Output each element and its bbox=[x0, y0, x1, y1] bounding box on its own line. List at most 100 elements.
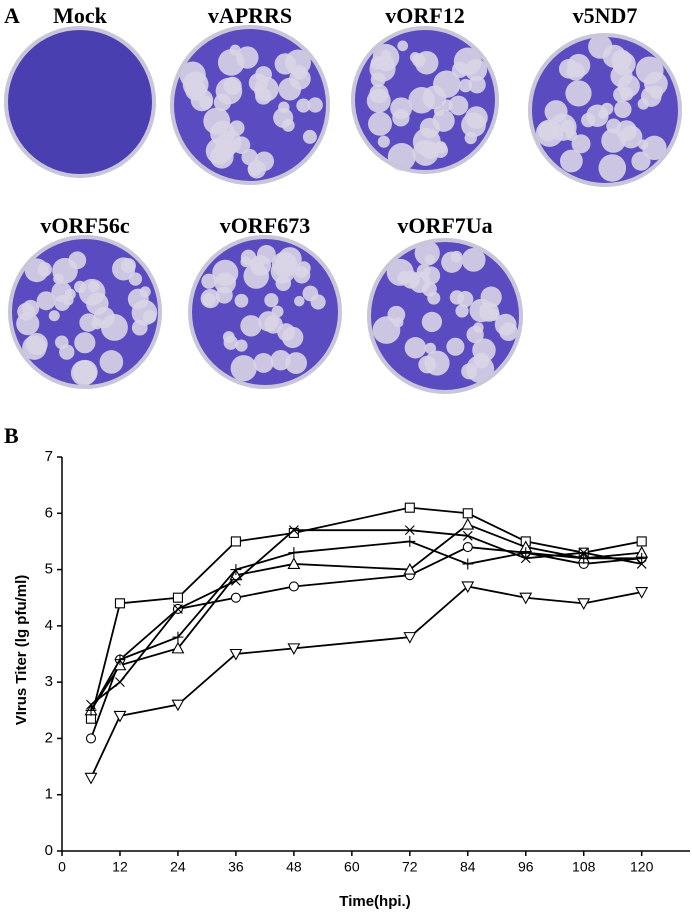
plaque bbox=[397, 40, 409, 52]
plaque bbox=[446, 337, 465, 356]
plaque bbox=[424, 254, 435, 265]
plaque bbox=[598, 154, 627, 182]
y-tick-label: 5 bbox=[45, 561, 53, 578]
data-point bbox=[404, 535, 416, 547]
data-point bbox=[114, 598, 126, 609]
plate-edge bbox=[367, 238, 523, 394]
data-point bbox=[577, 598, 591, 610]
plaque bbox=[464, 58, 488, 82]
plaque bbox=[202, 292, 216, 307]
plaque bbox=[487, 308, 500, 321]
plaque bbox=[441, 251, 463, 273]
plate bbox=[528, 33, 682, 187]
plaque bbox=[222, 331, 235, 343]
plaque bbox=[253, 76, 279, 102]
plate-label: vAPRRS bbox=[208, 3, 292, 28]
plaque bbox=[120, 258, 136, 274]
plaque bbox=[571, 134, 591, 154]
plaque bbox=[404, 337, 427, 359]
data-point bbox=[85, 704, 97, 716]
data-point bbox=[85, 733, 97, 744]
plate-well bbox=[6, 28, 154, 176]
plaque bbox=[16, 312, 40, 336]
series-line bbox=[90, 585, 642, 779]
data-point bbox=[636, 552, 648, 564]
data-point bbox=[231, 575, 241, 586]
plate bbox=[8, 235, 162, 389]
data-point bbox=[287, 557, 301, 569]
plaque bbox=[461, 247, 486, 272]
plaque bbox=[393, 317, 404, 328]
plaque bbox=[307, 97, 323, 113]
plate-label: vORF12 bbox=[385, 3, 464, 28]
plaque bbox=[36, 291, 56, 311]
data-point bbox=[462, 530, 473, 541]
data-point bbox=[578, 552, 590, 564]
data-point bbox=[288, 525, 299, 536]
plaque bbox=[390, 97, 413, 120]
plaque bbox=[264, 293, 279, 308]
data-point bbox=[229, 648, 243, 661]
plaque bbox=[270, 349, 291, 371]
plaque bbox=[241, 148, 258, 166]
x-axis-label: Time(hpi.) bbox=[339, 893, 410, 910]
data-point bbox=[636, 536, 647, 547]
data-point bbox=[636, 559, 647, 569]
plaque bbox=[369, 84, 389, 104]
plaque bbox=[602, 44, 626, 68]
plaque bbox=[414, 50, 439, 75]
plate-label: v5ND7 bbox=[573, 3, 638, 28]
x-tick-label: 48 bbox=[286, 859, 302, 875]
plaque bbox=[368, 111, 392, 136]
data-point bbox=[578, 547, 589, 558]
data-point bbox=[520, 547, 532, 559]
plate-label: Mock bbox=[53, 3, 108, 28]
plaque bbox=[54, 295, 71, 311]
plate bbox=[367, 238, 523, 394]
plate bbox=[4, 26, 156, 178]
x-tick-label: 108 bbox=[572, 859, 596, 875]
data-point bbox=[230, 536, 241, 547]
plaque bbox=[294, 266, 308, 279]
plaque bbox=[427, 291, 441, 305]
x-tick-label: 72 bbox=[402, 859, 418, 875]
plate bbox=[170, 25, 330, 185]
plate-edge bbox=[8, 235, 162, 389]
plaque bbox=[421, 266, 441, 285]
x-tick-label: 0 bbox=[58, 859, 66, 875]
plaque bbox=[302, 129, 317, 144]
plate-edge bbox=[4, 26, 156, 178]
plaque bbox=[277, 323, 296, 342]
data-point bbox=[404, 502, 415, 513]
data-point bbox=[288, 547, 300, 559]
series-line bbox=[90, 506, 642, 719]
plaque bbox=[619, 125, 643, 149]
data-point bbox=[462, 542, 473, 553]
data-point bbox=[404, 525, 415, 536]
plaque bbox=[230, 355, 257, 382]
series-line bbox=[90, 529, 642, 706]
plaque bbox=[457, 290, 474, 308]
plate-label: vORF7Ua bbox=[397, 213, 492, 238]
plaque bbox=[560, 149, 583, 173]
plate-edge bbox=[188, 235, 342, 389]
plaque bbox=[292, 65, 308, 80]
plaque bbox=[499, 322, 518, 342]
plaque bbox=[397, 271, 411, 285]
x-tick-label: 120 bbox=[630, 859, 654, 875]
plaque bbox=[278, 77, 302, 101]
plaque bbox=[48, 310, 60, 322]
x-tick-label: 36 bbox=[228, 859, 244, 875]
plaque bbox=[422, 85, 447, 110]
data-point bbox=[114, 654, 126, 666]
plaque bbox=[142, 309, 157, 324]
plate-edge bbox=[528, 33, 682, 187]
y-tick-label: 4 bbox=[45, 617, 53, 634]
data-point bbox=[462, 508, 473, 519]
plaque bbox=[240, 256, 252, 268]
data-point bbox=[288, 581, 299, 592]
plaque bbox=[640, 86, 662, 107]
plaque bbox=[461, 112, 486, 138]
plaque bbox=[370, 56, 385, 70]
plaque bbox=[538, 121, 559, 142]
